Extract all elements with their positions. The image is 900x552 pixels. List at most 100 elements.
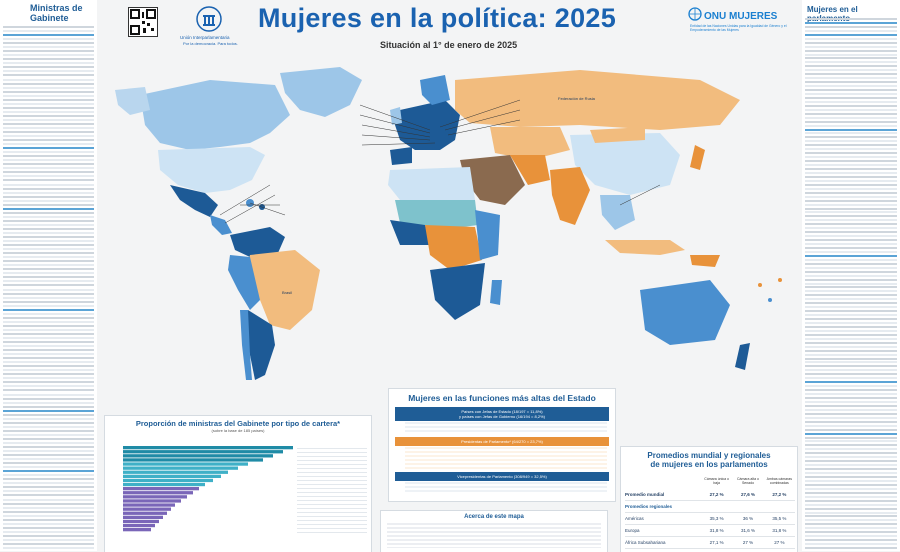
sahel: [395, 200, 478, 230]
table-row: [805, 144, 897, 147]
table-row: [805, 61, 897, 64]
table-row: [805, 156, 897, 159]
table-row: [805, 53, 897, 56]
page-title: Mujeres en la política: 2025: [258, 3, 617, 33]
table-row: [805, 314, 897, 317]
averages-row: Europa 31,8 % 31,6 % 31,8 %: [625, 525, 795, 537]
qr-code-icon[interactable]: [128, 7, 158, 37]
averages-title-2: de mujeres en los parlamentos: [650, 460, 768, 469]
table-row: [3, 393, 94, 396]
southeast-asia: [600, 195, 635, 230]
ipu-tagline: Por la democracia. Para todos.: [183, 41, 238, 46]
table-row: [3, 429, 94, 432]
table-row: [3, 219, 94, 222]
table-row: [3, 526, 94, 529]
table-row: [805, 120, 897, 123]
col-upper: Cámara alta o Senado: [737, 477, 759, 485]
table-row: [3, 244, 94, 247]
table-row: [3, 260, 94, 263]
madagascar: [490, 280, 502, 305]
table-row: [805, 132, 897, 135]
table-row: [3, 510, 94, 513]
averages-cell: 36 %: [742, 516, 754, 521]
averages-cell: 31,8 %: [709, 528, 724, 533]
table-row: [805, 33, 897, 36]
portfolio-bar: [123, 519, 159, 524]
table-row: [3, 474, 94, 477]
table-row: [3, 163, 94, 166]
central-asia: [490, 127, 570, 160]
averages-row-label: Promedios regionales: [625, 504, 673, 509]
table-row: [805, 479, 897, 482]
table-row: [3, 203, 94, 206]
table-row: [805, 49, 897, 52]
table-row: [805, 424, 897, 427]
table-row: [3, 377, 94, 380]
table-row: [805, 495, 897, 498]
table-row: [805, 377, 897, 380]
portfolio-bar: [123, 487, 199, 491]
table-row: [3, 320, 94, 323]
table-row: [805, 148, 897, 151]
table-row: [3, 98, 94, 101]
table-row: [805, 254, 897, 257]
table-row: [805, 227, 897, 230]
portfolio-bar: [123, 478, 213, 483]
table-row: [805, 29, 897, 32]
portfolio-chart-subtitle: (sobre la base de 185 países): [211, 428, 265, 433]
table-row: [3, 256, 94, 259]
table-row: [3, 365, 94, 368]
table-row: [805, 191, 897, 194]
table-row: [805, 460, 897, 463]
averages-cell: 31,8 %: [772, 528, 787, 533]
table-row: [3, 300, 94, 303]
peru-bolivia: [228, 255, 260, 310]
table-row: [3, 437, 94, 440]
table-row: [3, 349, 94, 352]
table-row: [805, 258, 897, 261]
table-row: [3, 466, 94, 469]
table-row: [805, 444, 897, 447]
label-brazil: Brasil: [282, 290, 293, 295]
table-row: [3, 292, 94, 295]
table-row: [3, 272, 94, 275]
portfolio-bar: [123, 482, 205, 487]
table-row: [3, 470, 94, 473]
speakers-header: Presidentas de Parlamento* (64/270 = 23,…: [395, 437, 609, 446]
speakers-list: [405, 447, 607, 469]
table-row: [805, 246, 897, 249]
japan: [690, 145, 705, 170]
averages-cell: 35,5 %: [772, 516, 787, 521]
averages-col-headers: Cámara única o baja Cámara alta o Senado…: [701, 477, 795, 485]
portfolio-bar: [123, 466, 238, 470]
table-row: [3, 518, 94, 521]
col-both: Ambas cámaras combinadas: [766, 477, 792, 485]
table-row: [805, 523, 897, 526]
india: [550, 167, 590, 225]
canada: [140, 80, 290, 150]
table-row: [805, 274, 897, 277]
papua-new-guinea: [690, 255, 720, 267]
table-row: [3, 361, 94, 364]
portfolio-bar: [123, 446, 293, 450]
world-map[interactable]: [100, 55, 800, 385]
portfolio-bar: [123, 515, 163, 519]
table-row: [805, 81, 897, 84]
table-row: [3, 288, 94, 291]
table-row: [805, 547, 897, 550]
table-row: [805, 199, 897, 202]
china: [570, 133, 680, 195]
averages-row: África Subsahariana 27,1 % 27 % 27 %: [625, 537, 795, 549]
table-row: [805, 531, 897, 534]
table-row: [3, 490, 94, 493]
table-row: [3, 252, 94, 255]
uk: [390, 107, 402, 125]
averages-row: Promedio mundial 27,2 % 27,6 % 27,2 %: [625, 489, 795, 501]
table-row: [805, 535, 897, 538]
central-africa: [425, 225, 482, 270]
table-row: [3, 70, 94, 73]
southern-africa: [430, 263, 485, 320]
table-row: [805, 223, 897, 226]
table-row: [805, 318, 897, 321]
about-map-text: [387, 522, 601, 548]
